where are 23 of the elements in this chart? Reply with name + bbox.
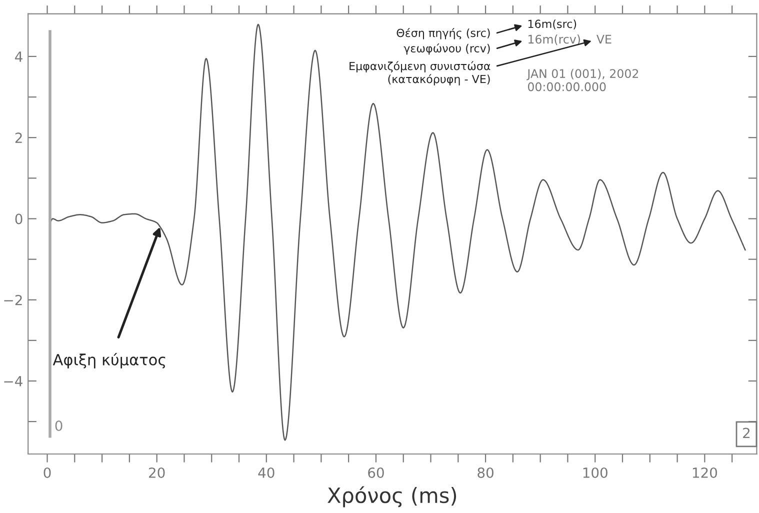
annotation: Εμφανιζόμενη συνιστώσα (κατακόρυφη - VE) [350,61,490,86]
y-tick-label: −4 [4,376,22,386]
x-tick-label: 0 [44,467,51,478]
annotation: 16m(src) [528,19,576,30]
x-tick-label: 20 [149,467,165,478]
x-tick-label: 80 [478,467,494,478]
x-tick-label: 60 [368,467,384,478]
x-axis-title: Χρόνος (ms) [328,486,456,508]
annotation: γεωφώνου (rcv) [404,43,490,55]
annotation: JAN 01 (001), 2002 00:00:00.000 [526,68,638,92]
y-tick-label: 4 [15,52,22,62]
x-tick-label: 120 [692,467,718,478]
ref-line-label: 0 [55,420,62,432]
x-tick-label: 40 [258,467,274,478]
annotation: Θέση πηγής (src) [396,28,490,40]
x-tick-label: 100 [583,467,608,478]
annotation: 16m(rcv) [528,34,580,46]
y-tick-label: 0 [15,214,22,224]
annotation: VE [596,34,612,44]
annotation: 2 [743,428,750,438]
y-tick-label: −2 [4,294,22,306]
y-tick-label: 2 [15,132,22,143]
annotation: Αφιξη κύματος [52,352,166,368]
